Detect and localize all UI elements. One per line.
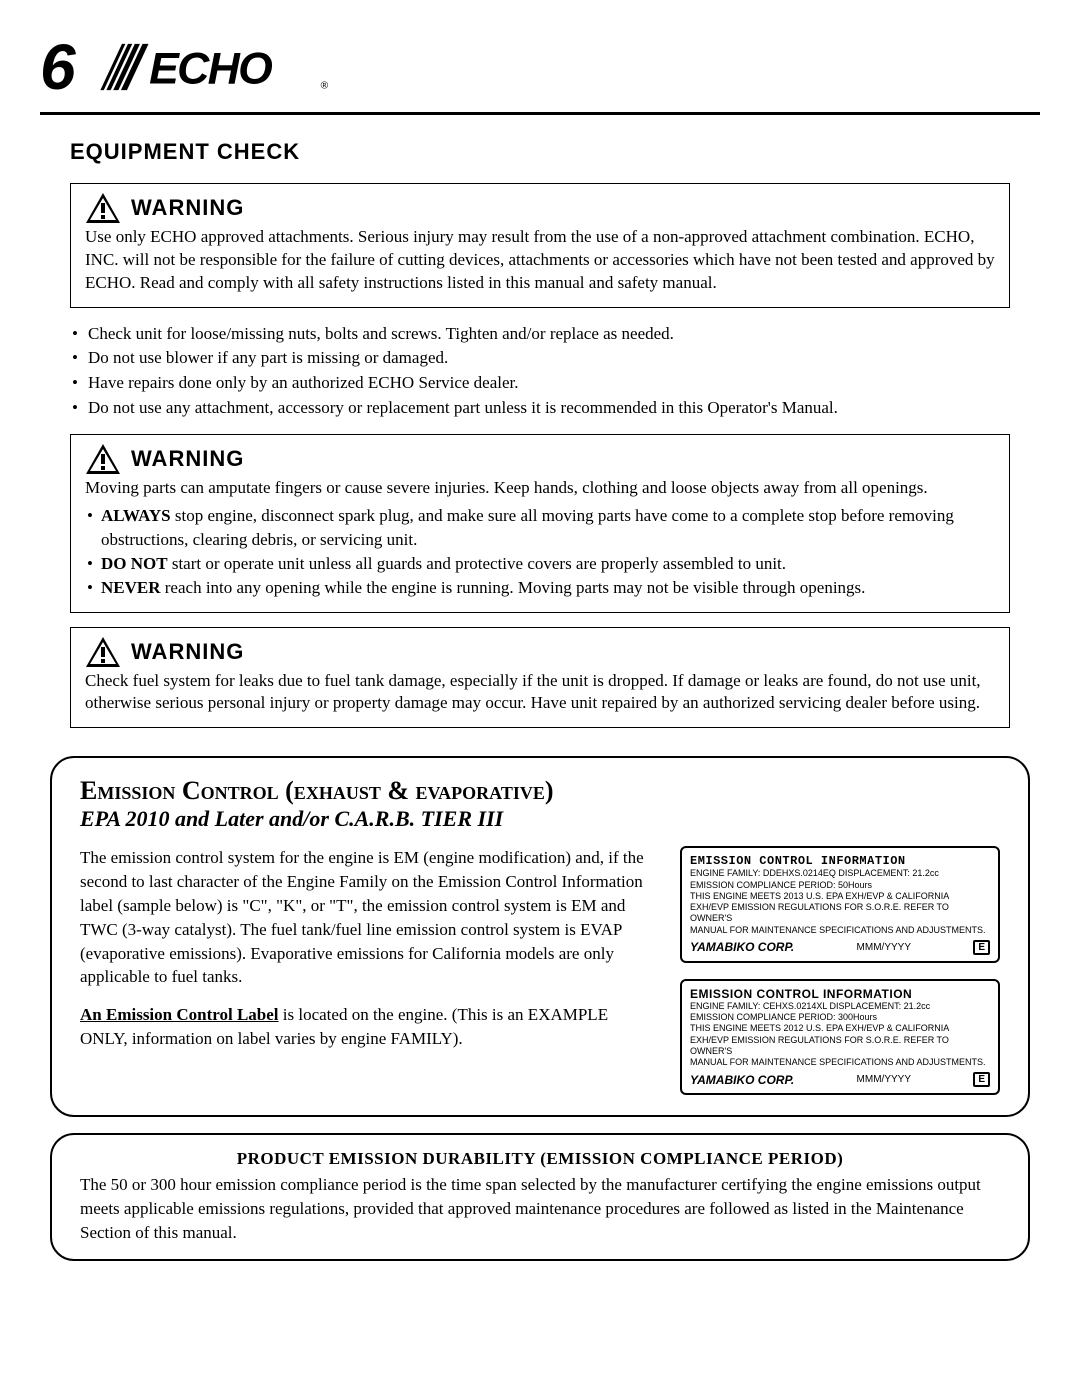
label-footer: YAMABIKO CORP. MMM/YYYY E bbox=[690, 940, 990, 955]
label-line: ENGINE FAMILY: DDEHXS.0214EQ DISPLACEMEN… bbox=[690, 868, 990, 879]
durability-text: The 50 or 300 hour emission compliance p… bbox=[80, 1173, 1000, 1244]
emission-title: Emission Control (exhaust & evaporative) bbox=[80, 776, 1000, 806]
header-divider bbox=[40, 112, 1040, 115]
emission-label-1: EMISSION CONTROL INFORMATION ENGINE FAMI… bbox=[680, 846, 1000, 963]
warning-icon bbox=[85, 192, 121, 224]
warning-text: Check fuel system for leaks due to fuel … bbox=[85, 670, 995, 716]
yamabiko-corp: YAMABIKO CORP. bbox=[690, 1073, 794, 1087]
echo-logo: ECHO ® bbox=[96, 37, 336, 97]
emission-para-2: An Emission Control Label is located on … bbox=[80, 1003, 650, 1051]
svg-text:®: ® bbox=[320, 80, 328, 91]
bullet-rest: start or operate unit unless all guards … bbox=[168, 554, 786, 573]
label-title: EMISSION CONTROL INFORMATION bbox=[690, 987, 990, 1001]
warning-box-3: WARNING Check fuel system for leaks due … bbox=[70, 627, 1010, 729]
emission-body: The emission control system for the engi… bbox=[80, 846, 1000, 1095]
section-title: EQUIPMENT CHECK bbox=[70, 139, 1040, 165]
label-line: EXH/EVP EMISSION REGULATIONS FOR S.O.R.E… bbox=[690, 1035, 990, 1058]
e-badge: E bbox=[973, 1072, 990, 1087]
yamabiko-corp: YAMABIKO CORP. bbox=[690, 940, 794, 954]
emission-label-lead: An Emission Control Label bbox=[80, 1005, 279, 1024]
svg-text:ECHO: ECHO bbox=[149, 44, 272, 93]
warning-bullet-list: ALWAYS stop engine, disconnect spark plu… bbox=[85, 504, 995, 599]
list-item: Check unit for loose/missing nuts, bolts… bbox=[70, 322, 1010, 347]
emission-text-column: The emission control system for the engi… bbox=[80, 846, 650, 1095]
warning-box-2: WARNING Moving parts can amputate finger… bbox=[70, 434, 1010, 612]
label-line: EMISSION COMPLIANCE PERIOD: 300Hours bbox=[690, 1012, 990, 1023]
durability-box: PRODUCT EMISSION DURABILITY (EMISSION CO… bbox=[50, 1133, 1030, 1260]
emission-subtitle: EPA 2010 and Later and/or C.A.R.B. TIER … bbox=[80, 806, 1000, 832]
warning-title: WARNING bbox=[131, 195, 244, 221]
warning-header: WARNING bbox=[85, 636, 995, 668]
label-line: EXH/EVP EMISSION REGULATIONS FOR S.O.R.E… bbox=[690, 902, 990, 925]
bullet-rest: reach into any opening while the engine … bbox=[161, 578, 866, 597]
page-number: 6 bbox=[40, 30, 76, 104]
label-line: THIS ENGINE MEETS 2013 U.S. EPA EXH/EVP … bbox=[690, 891, 990, 902]
label-line: ENGINE FAMILY: CEHXS.0214XL DISPLACEMENT… bbox=[690, 1001, 990, 1012]
list-item: Do not use blower if any part is missing… bbox=[70, 346, 1010, 371]
warning-icon bbox=[85, 443, 121, 475]
warning-title: WARNING bbox=[131, 446, 244, 472]
durability-title: PRODUCT EMISSION DURABILITY (EMISSION CO… bbox=[80, 1149, 1000, 1169]
list-item: Do not use any attachment, accessory or … bbox=[70, 396, 1010, 421]
warning-box-1: WARNING Use only ECHO approved attachmen… bbox=[70, 183, 1010, 308]
warning-header: WARNING bbox=[85, 443, 995, 475]
bold-term: DO NOT bbox=[101, 554, 168, 573]
page-header: 6 ECHO ® bbox=[40, 30, 1040, 104]
date-code: MMM/YYYY bbox=[857, 1074, 911, 1085]
label-line: MANUAL FOR MAINTENANCE SPECIFICATIONS AN… bbox=[690, 925, 990, 936]
warning-title: WARNING bbox=[131, 639, 244, 665]
bullet-rest: stop engine, disconnect spark plug, and … bbox=[101, 506, 954, 549]
emission-label-2: EMISSION CONTROL INFORMATION ENGINE FAMI… bbox=[680, 979, 1000, 1096]
warning-intro: Moving parts can amputate fingers or cau… bbox=[85, 477, 995, 500]
equipment-bullet-list: Check unit for loose/missing nuts, bolts… bbox=[70, 322, 1010, 421]
label-line: EMISSION COMPLIANCE PERIOD: 50Hours bbox=[690, 880, 990, 891]
list-item: ALWAYS stop engine, disconnect spark plu… bbox=[85, 504, 995, 552]
e-badge: E bbox=[973, 940, 990, 955]
warning-icon bbox=[85, 636, 121, 668]
date-code: MMM/YYYY bbox=[857, 942, 911, 953]
emission-control-box: Emission Control (exhaust & evaporative)… bbox=[50, 756, 1030, 1117]
warning-text: Use only ECHO approved attachments. Seri… bbox=[85, 226, 995, 295]
label-line: MANUAL FOR MAINTENANCE SPECIFICATIONS AN… bbox=[690, 1057, 990, 1068]
bold-term: NEVER bbox=[101, 578, 161, 597]
emission-para-1: The emission control system for the engi… bbox=[80, 846, 650, 989]
label-footer: YAMABIKO CORP. MMM/YYYY E bbox=[690, 1072, 990, 1087]
list-item: NEVER reach into any opening while the e… bbox=[85, 576, 995, 600]
list-item: DO NOT start or operate unit unless all … bbox=[85, 552, 995, 576]
list-item: Have repairs done only by an authorized … bbox=[70, 371, 1010, 396]
emission-labels-column: EMISSION CONTROL INFORMATION ENGINE FAMI… bbox=[680, 846, 1000, 1095]
bold-term: ALWAYS bbox=[101, 506, 171, 525]
label-line: THIS ENGINE MEETS 2012 U.S. EPA EXH/EVP … bbox=[690, 1023, 990, 1034]
label-title: EMISSION CONTROL INFORMATION bbox=[690, 854, 990, 868]
warning-header: WARNING bbox=[85, 192, 995, 224]
